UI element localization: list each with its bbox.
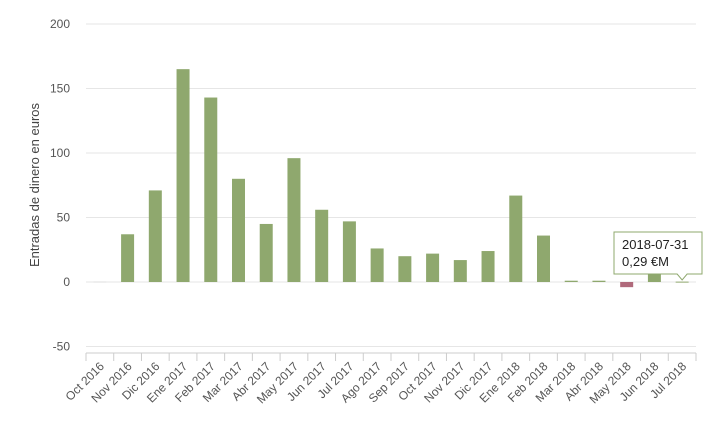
bar[interactable] [315, 209, 329, 282]
bars [93, 69, 689, 288]
tooltip: 2018-07-31 0,29 €M [613, 231, 703, 281]
y-axis-title: Entradas de dinero en euros [27, 102, 42, 267]
bar[interactable] [398, 256, 412, 282]
tooltip-box [613, 231, 703, 281]
y-tick-label: 0 [63, 275, 70, 289]
bar[interactable] [592, 280, 606, 282]
tooltip-value: 0,29 €M [622, 254, 669, 269]
bar[interactable] [453, 260, 467, 282]
bar[interactable] [148, 190, 162, 282]
x-axis [85, 352, 697, 361]
bar[interactable] [204, 97, 218, 282]
bar[interactable] [370, 248, 384, 282]
bar[interactable] [287, 158, 301, 282]
bar[interactable] [620, 282, 634, 288]
bar[interactable] [259, 223, 273, 282]
tooltip-date: 2018-07-31 [622, 237, 689, 252]
bar[interactable] [564, 280, 578, 282]
bar[interactable] [93, 281, 107, 283]
bar[interactable] [426, 253, 440, 282]
y-tick-label: 200 [50, 17, 70, 31]
bar[interactable] [121, 234, 135, 282]
bar[interactable] [232, 178, 245, 282]
bar[interactable] [176, 69, 190, 283]
bar[interactable] [509, 195, 523, 282]
bar[interactable] [537, 235, 550, 282]
y-tick-label: 100 [50, 146, 70, 160]
bar[interactable] [647, 274, 661, 282]
y-tick-label: 150 [50, 82, 70, 96]
y-tick-label: 50 [57, 211, 71, 225]
y-axis: -50 0 50 100 150 200 [50, 17, 70, 354]
y-tick-label: -50 [53, 340, 71, 354]
bar[interactable] [481, 251, 495, 282]
bar[interactable] [342, 221, 356, 282]
bar[interactable] [675, 281, 689, 283]
